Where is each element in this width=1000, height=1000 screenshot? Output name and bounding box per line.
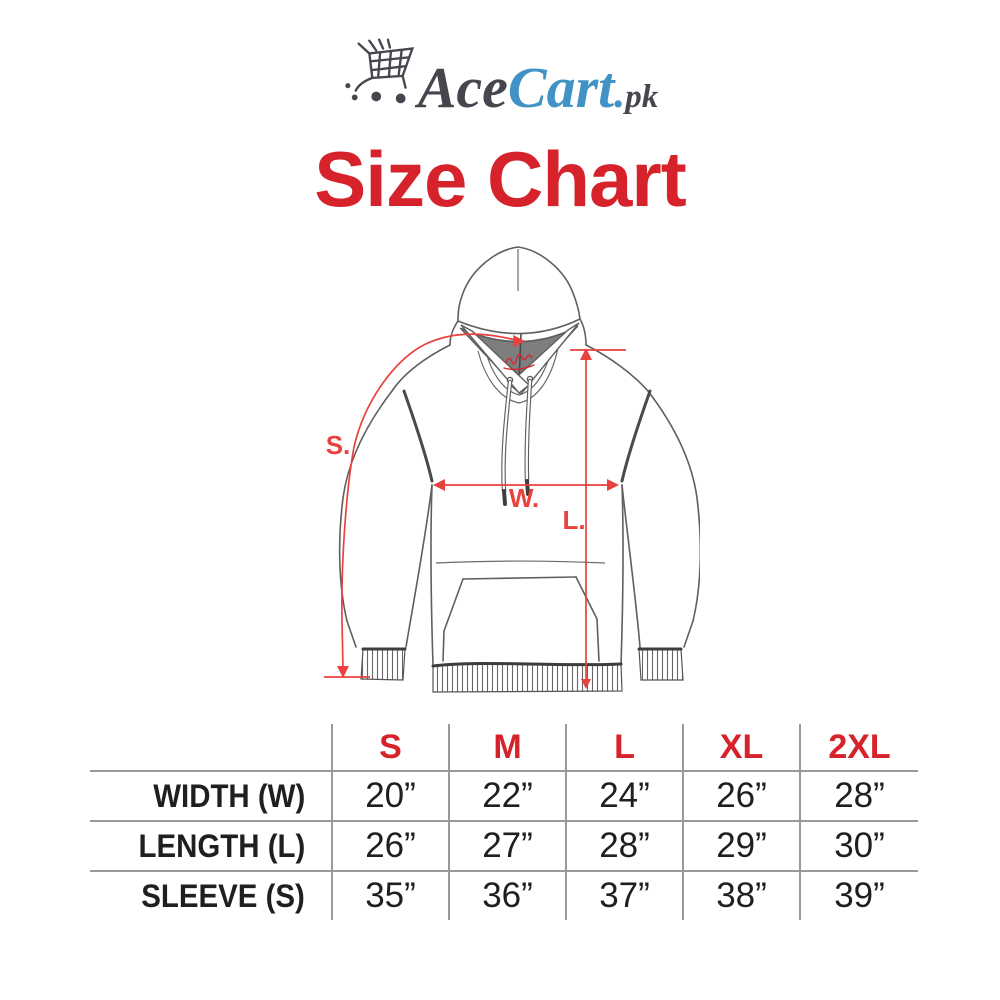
hood <box>457 246 581 404</box>
hood-logo-scribble-icon <box>503 353 535 371</box>
col-header-l: L <box>567 724 684 772</box>
brand-name: AceCart.pk <box>418 59 659 117</box>
sleeve-2xl-value: 39” <box>834 876 885 915</box>
brand-name-prefix: Ace <box>417 55 508 120</box>
length-xl-value: 29” <box>684 822 801 872</box>
width-m-value: 22” <box>450 772 567 822</box>
brand-logo: AceCart.pk <box>0 38 1000 117</box>
size-table: S M L XL 2XL WIDTH (W) 20” 22” 24” 26” 2… <box>90 724 918 920</box>
measurement-annotations: S. W. L. <box>324 333 626 689</box>
kangaroo-pocket <box>442 576 600 662</box>
hoodie-illustration: S. W. L. <box>324 246 702 693</box>
col-header-s: S <box>333 724 450 772</box>
row-label-sleeve: SLEEVE (S) <box>90 872 333 920</box>
row-label-width-text: WIDTH (W) <box>152 777 305 814</box>
row-label-length: LENGTH (L) <box>90 822 333 872</box>
drawstrings <box>501 378 533 506</box>
length-l-value: 28” <box>567 822 684 872</box>
hoodie-measurement-diagram: S. W. L. <box>300 233 702 718</box>
length-2xl-value: 30” <box>801 822 918 872</box>
col-header-m: M <box>450 724 567 772</box>
brand-tld: pk <box>625 79 659 115</box>
width-xl-value: 26” <box>684 772 801 822</box>
row-label-length-text: LENGTH (L) <box>138 827 305 864</box>
row-label-width: WIDTH (W) <box>90 772 333 822</box>
length-m-value: 27” <box>450 822 567 872</box>
row-label-sleeve-text: SLEEVE (S) <box>141 877 305 914</box>
sleeve-l-value: 37” <box>567 872 684 920</box>
sleeve-m-value: 36” <box>450 872 567 920</box>
width-2xl-value: 28” <box>801 772 918 822</box>
sleeve-measure-label: S. <box>326 430 351 460</box>
sleeve-xl-value: 38” <box>684 872 801 920</box>
sleeve-s-value: 35” <box>333 872 450 920</box>
width-measure-label: W. <box>509 483 539 513</box>
col-header-2xl: 2XL <box>801 724 918 772</box>
length-s-value: 26” <box>333 822 450 872</box>
brand-tld-dot: . <box>614 68 626 117</box>
col-header-xl: XL <box>684 724 801 772</box>
table-corner-cell <box>90 724 333 772</box>
width-l-value: 24” <box>567 772 684 822</box>
hoodie-body-outline <box>338 318 702 666</box>
ribbed-hem-and-cuffs <box>360 647 684 693</box>
width-s-value: 20” <box>333 772 450 822</box>
length-measure-label: L. <box>562 505 585 535</box>
page-title: Size Chart <box>314 135 686 223</box>
brand-name-suffix: Cart <box>507 55 615 120</box>
shopping-cart-icon <box>342 38 430 113</box>
